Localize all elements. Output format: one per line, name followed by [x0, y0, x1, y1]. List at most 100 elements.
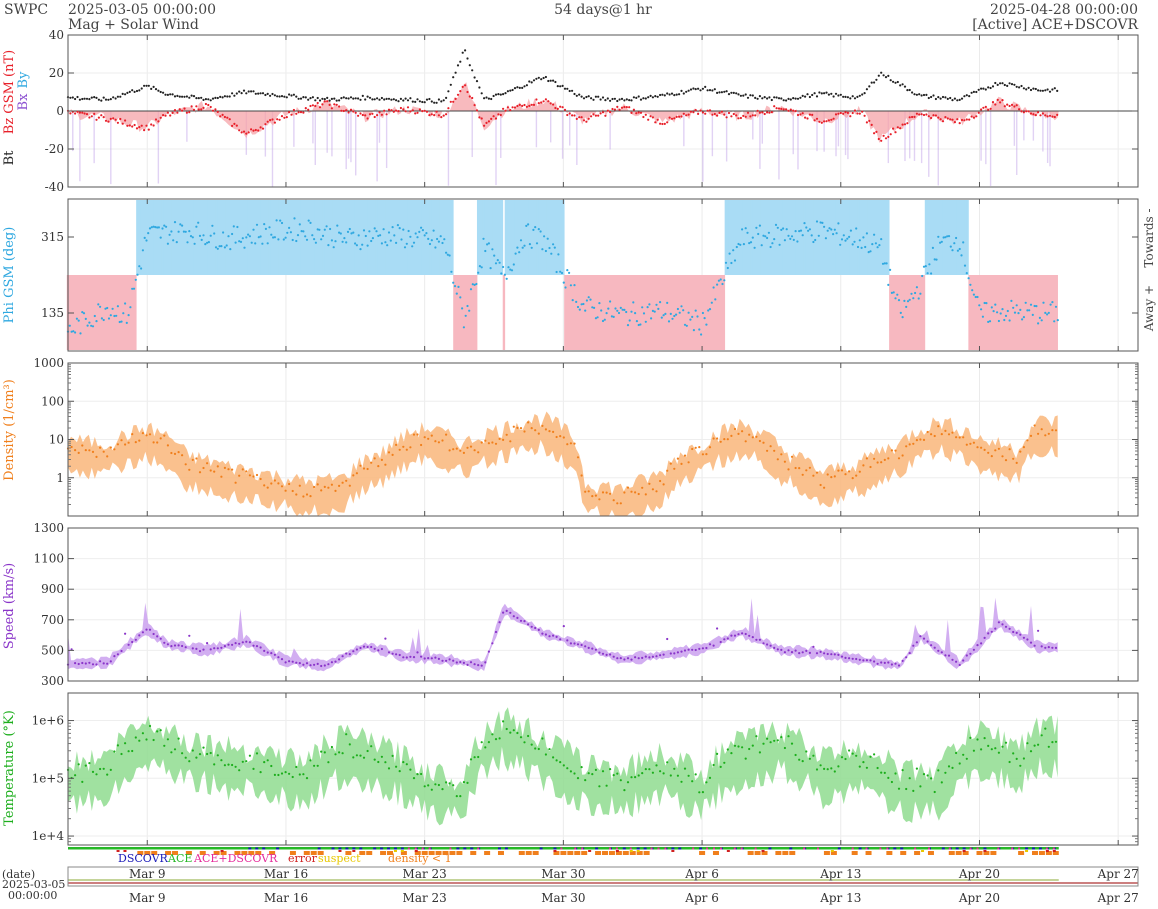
bt-point	[131, 89, 134, 92]
bt-point	[996, 83, 999, 86]
density-point	[1051, 429, 1054, 432]
temperature-point	[445, 781, 448, 784]
phi-point	[931, 246, 935, 249]
bz-point	[875, 130, 878, 133]
phi-point	[996, 311, 999, 314]
error-mark	[553, 850, 557, 852]
bz-point	[851, 111, 854, 115]
temperature-point	[370, 745, 373, 748]
temperature-point	[498, 737, 501, 740]
phi-point	[569, 284, 573, 287]
ace-dscovr-mark	[803, 847, 806, 850]
phi-point	[712, 286, 715, 289]
bt-point	[777, 97, 781, 100]
density-point	[1008, 448, 1011, 451]
speed-point	[619, 657, 622, 660]
phi-point	[436, 237, 439, 241]
temperature-point	[883, 771, 886, 775]
density-lt1-mark	[712, 851, 719, 855]
phi-point	[113, 314, 116, 318]
ace-dscovr-mark	[449, 847, 452, 850]
density-point	[951, 431, 954, 434]
phi-point	[741, 228, 744, 231]
bz-point	[135, 127, 139, 130]
phi-point	[1037, 322, 1040, 325]
density-point	[997, 447, 1001, 450]
phi-point	[125, 321, 128, 324]
speed-point	[387, 651, 391, 654]
legend-ace: ACE	[167, 852, 192, 865]
phi-point	[593, 306, 596, 309]
phi-point	[837, 222, 840, 225]
towards-label: Towards -	[1142, 208, 1156, 267]
bz-point	[661, 122, 664, 126]
bz-point	[818, 120, 821, 123]
phi-point	[546, 237, 549, 240]
phi-point	[346, 230, 350, 233]
density-point	[548, 430, 551, 433]
density-point	[840, 469, 844, 472]
dscovr-mark	[671, 847, 675, 850]
bz-point	[321, 103, 324, 106]
phi-point	[648, 303, 651, 306]
bz-point	[742, 114, 745, 117]
speed-point	[790, 651, 794, 654]
density-point	[680, 462, 683, 465]
speed-point	[858, 658, 861, 661]
phi-point	[842, 234, 845, 237]
temperature-point	[580, 766, 583, 769]
temperature-point	[605, 784, 608, 787]
bz-point	[190, 105, 193, 108]
ace-dscovr-mark	[477, 847, 480, 850]
density-point	[74, 449, 77, 452]
density-point	[173, 452, 177, 455]
bt-point	[789, 98, 792, 101]
bz-point	[473, 104, 476, 107]
density-band	[68, 411, 1058, 516]
temperature-point	[266, 759, 269, 762]
temperature-point	[769, 741, 772, 744]
density-point	[384, 463, 387, 466]
temperature-point	[823, 767, 826, 771]
bt-point	[620, 97, 624, 100]
bz-point	[609, 110, 612, 114]
temperature-point	[858, 765, 861, 768]
temperature-point	[494, 738, 498, 741]
phi-point	[771, 242, 774, 245]
density-point	[181, 454, 184, 457]
temperature-point	[862, 761, 865, 764]
bz-point	[437, 114, 440, 117]
bz-point	[523, 103, 526, 107]
temperature-point	[623, 789, 626, 792]
bt-point	[697, 87, 700, 90]
phi-point	[300, 230, 303, 233]
phi-point	[231, 232, 234, 236]
speed-point	[74, 662, 77, 665]
density-lt1-mark	[310, 851, 317, 855]
temperature-point	[773, 739, 776, 742]
phi-point	[807, 229, 810, 232]
density-point	[830, 476, 833, 479]
density-lt1-mark	[428, 851, 435, 855]
speed-point	[277, 656, 280, 659]
phi-point	[141, 249, 144, 252]
density-point	[609, 492, 612, 495]
bz-point	[1003, 105, 1006, 108]
temperature-point	[163, 744, 166, 747]
bt-point	[768, 96, 771, 99]
bz-point	[884, 137, 888, 140]
density-lt1-mark	[900, 851, 907, 855]
bt-point	[739, 94, 743, 97]
speed-point	[84, 662, 87, 665]
bz-point	[727, 111, 731, 115]
bt-point	[440, 100, 443, 103]
temperature-point	[223, 764, 226, 767]
temperature-point	[994, 747, 997, 750]
phi-point	[291, 238, 294, 242]
bt-point	[442, 99, 445, 102]
bz-point	[590, 115, 593, 118]
bt-point	[464, 49, 467, 52]
phi-point	[796, 240, 799, 243]
bt-point	[706, 89, 709, 92]
bt-point	[716, 91, 719, 94]
